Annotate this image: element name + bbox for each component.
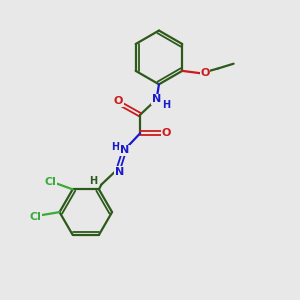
Text: N: N: [115, 167, 124, 177]
Text: O: O: [161, 128, 170, 138]
Text: Cl: Cl: [44, 177, 56, 187]
Text: Cl: Cl: [30, 212, 42, 222]
Text: O: O: [114, 96, 123, 106]
Text: H: H: [162, 100, 170, 110]
Text: H: H: [111, 142, 119, 152]
Text: O: O: [200, 68, 210, 78]
Text: H: H: [89, 176, 97, 186]
Text: N: N: [152, 94, 161, 104]
Text: N: N: [120, 145, 129, 155]
